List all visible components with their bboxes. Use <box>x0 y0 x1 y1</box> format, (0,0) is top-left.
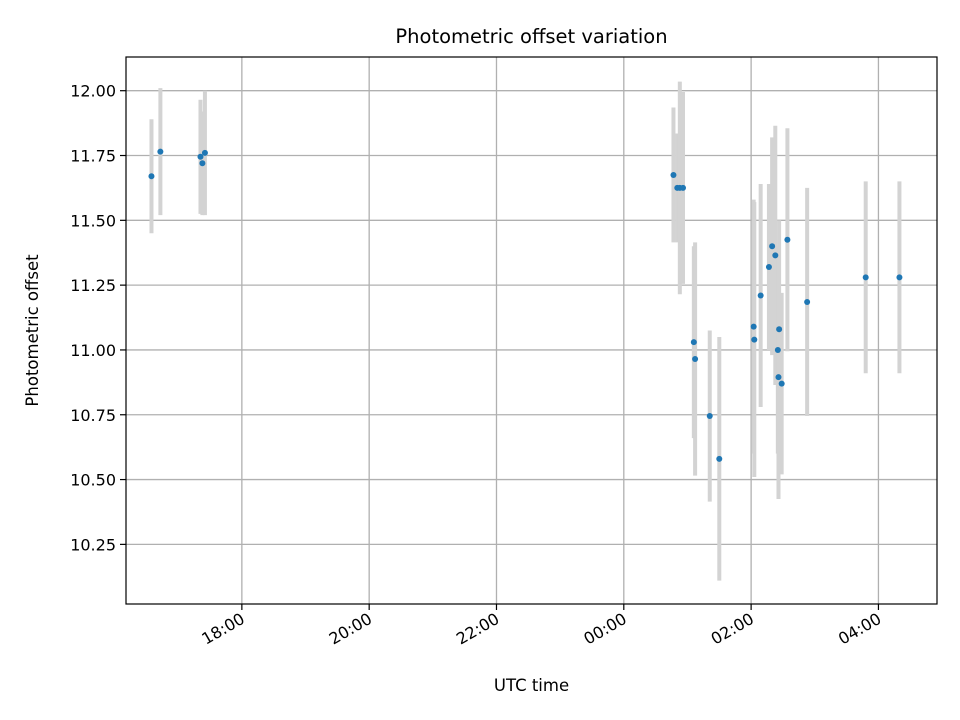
data-point <box>862 274 869 281</box>
y-tick-label: 11.00 <box>70 341 116 360</box>
y-axis-ticks: 10.25 10.50 10.75 11.00 11.25 11.50 11.75 12.00 <box>70 82 126 554</box>
data-point <box>776 326 783 333</box>
data-point <box>201 149 208 156</box>
data-point <box>784 236 791 243</box>
data-point <box>680 184 687 191</box>
data-point <box>769 243 776 250</box>
y-axis-title: Photometric offset <box>23 254 42 407</box>
plot-frame <box>125 56 938 605</box>
y-tick-label: 11.50 <box>70 211 116 230</box>
y-tick-label: 10.75 <box>70 406 116 425</box>
x-axis-title: UTC time <box>494 676 569 695</box>
data-point <box>716 455 723 462</box>
data-point <box>775 374 782 381</box>
data-point <box>690 339 697 346</box>
y-tick-label: 10.50 <box>70 471 116 490</box>
grid-lines <box>126 57 937 604</box>
data-point <box>804 298 811 305</box>
y-tick-label: 11.75 <box>70 147 116 166</box>
data-point <box>750 323 757 330</box>
data-point <box>157 148 164 155</box>
y-tick-label: 11.25 <box>70 276 116 295</box>
y-tick-label: 10.25 <box>70 535 116 554</box>
data-point <box>197 153 204 160</box>
data-point <box>757 292 764 299</box>
data-point <box>148 173 155 180</box>
chart-title: Photometric offset variation <box>395 25 667 48</box>
data-point <box>751 336 758 343</box>
data-point <box>692 356 699 363</box>
data-point <box>772 252 779 259</box>
data-point <box>706 413 713 420</box>
data-points <box>148 148 903 462</box>
data-point <box>670 171 677 178</box>
data-point <box>778 380 785 387</box>
data-point <box>896 274 903 281</box>
data-point <box>765 263 772 270</box>
y-tick-label: 12.00 <box>70 82 116 101</box>
data-point <box>774 346 781 353</box>
data-point <box>199 160 206 167</box>
